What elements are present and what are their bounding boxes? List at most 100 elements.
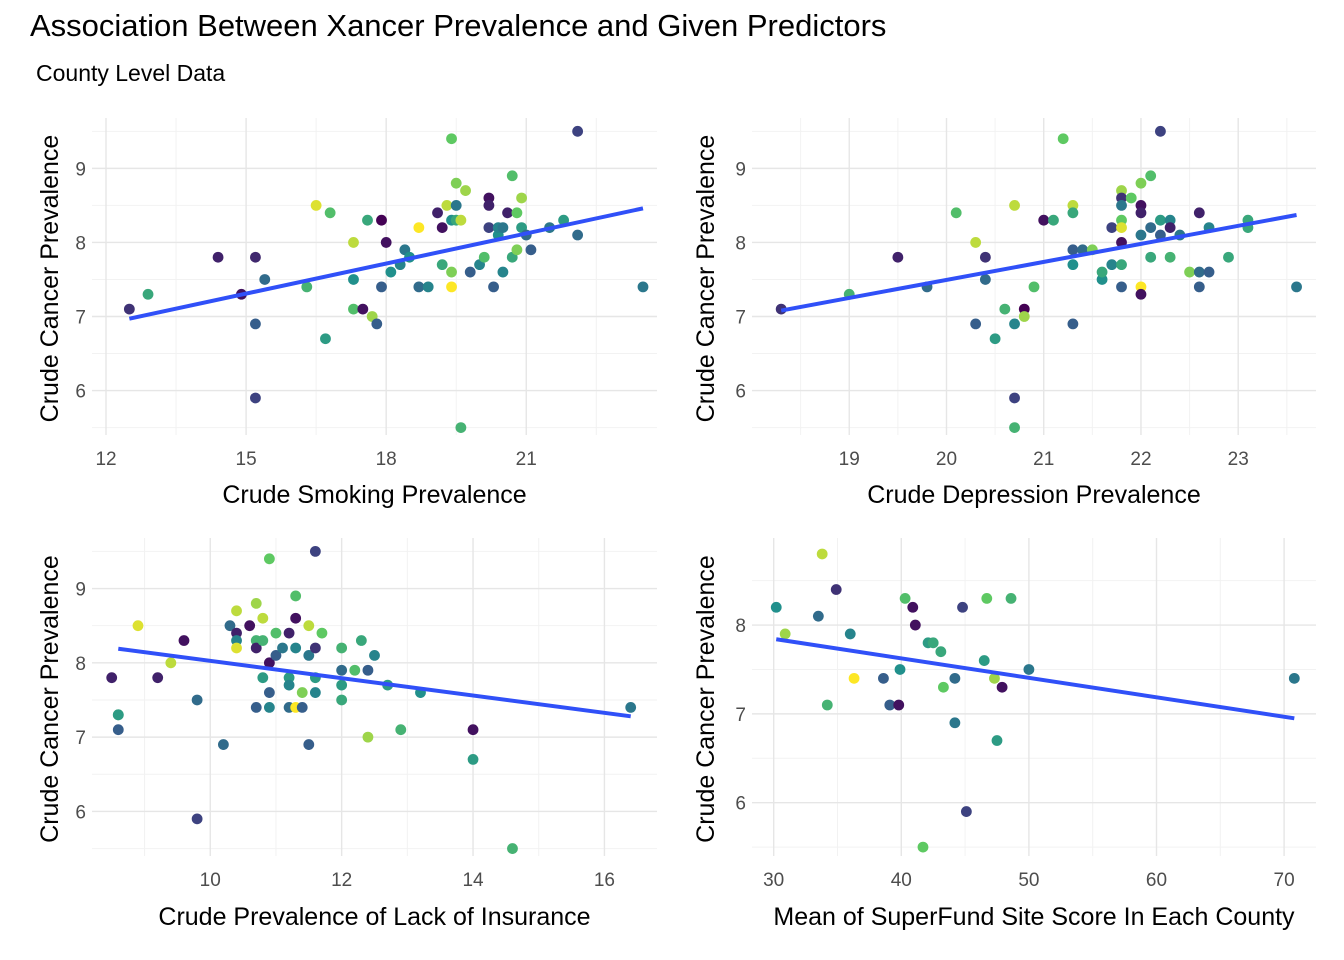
x-tick-label: 14 (462, 870, 484, 891)
data-point (1116, 192, 1127, 204)
data-point (497, 266, 509, 278)
data-point (511, 207, 523, 219)
data-point (516, 192, 527, 204)
regression-line (780, 213, 1297, 313)
data-point (123, 303, 135, 315)
y-axis-label: Crude Cancer Prevalence (692, 135, 720, 423)
data-point (979, 274, 991, 285)
x-tick-label: 22 (1130, 449, 1151, 470)
data-point (1106, 259, 1118, 271)
data-point (1018, 303, 1030, 315)
data-point (422, 281, 434, 293)
data-point (894, 664, 906, 675)
data-point (441, 199, 453, 211)
data-point (1116, 185, 1127, 196)
data-point (821, 699, 833, 711)
x-tick-label: 15 (236, 449, 257, 470)
data-point (231, 605, 242, 617)
data-point (1164, 222, 1176, 234)
data-point (283, 672, 295, 684)
y-tick-label: 7 (735, 705, 746, 726)
data-point (957, 601, 968, 613)
data-point (320, 333, 331, 345)
data-point (165, 657, 177, 669)
data-point (935, 646, 947, 658)
data-point (257, 612, 269, 624)
data-point (467, 754, 479, 765)
data-point (1057, 133, 1069, 145)
y-tick-label: 6 (735, 794, 746, 815)
data-point (1009, 199, 1020, 211)
data-point (497, 222, 509, 234)
data-point (371, 318, 383, 330)
y-axis-label: Crude Cancer Prevalence (36, 555, 64, 843)
data-point (1145, 222, 1157, 234)
data-point (970, 318, 982, 330)
data-point (1135, 199, 1147, 211)
data-point (909, 619, 921, 631)
data-point (257, 672, 269, 684)
data-point (488, 281, 499, 293)
data-point (309, 642, 321, 654)
data-point (432, 207, 443, 219)
x-axis-label: Crude Smoking Prevalence (222, 481, 526, 509)
data-point (277, 642, 288, 654)
x-tick-label: 12 (331, 870, 352, 891)
scatter-panel-2: 19 20 21 22 23 6 7 8 9 Crude Depression Prevalenc… (692, 118, 1316, 509)
x-tick-label: 70 (1274, 870, 1295, 891)
data-point (1164, 251, 1176, 263)
data-point (283, 627, 295, 639)
data-point (217, 739, 229, 750)
data-point (250, 251, 261, 263)
data-point (1223, 251, 1234, 263)
data-point (1067, 259, 1079, 271)
data-point (844, 628, 856, 640)
x-axis-label: Crude Depression Prevalence (867, 481, 1201, 509)
data-point (917, 841, 929, 853)
y-tick-label: 9 (75, 580, 86, 601)
data-point (413, 222, 425, 234)
data-point (1067, 244, 1079, 256)
x-tick-label: 50 (1018, 870, 1039, 891)
data-point (357, 303, 369, 315)
data-point (349, 664, 361, 676)
data-point (303, 649, 315, 661)
data-point (1116, 199, 1127, 211)
data-point (991, 735, 1003, 746)
y-tick-label: 7 (75, 728, 86, 749)
data-point (250, 702, 262, 713)
data-point (1018, 311, 1030, 322)
data-point (231, 642, 242, 654)
data-point (878, 672, 889, 684)
data-point (1135, 177, 1147, 189)
data-point (362, 664, 374, 676)
data-point (112, 709, 124, 721)
data-point (848, 672, 860, 684)
data-point (263, 687, 275, 698)
data-point (949, 717, 961, 729)
data-point (450, 177, 462, 189)
data-point (1116, 259, 1127, 271)
data-point (309, 545, 321, 557)
data-point (376, 281, 387, 293)
x-tick-label: 21 (516, 449, 537, 470)
y-tick-label: 9 (75, 159, 86, 180)
data-point (1135, 207, 1147, 219)
x-axis-label: Crude Prevalence of Lack of Insurance (158, 903, 590, 931)
data-point (336, 694, 348, 706)
data-point (296, 702, 308, 713)
data-point (1067, 199, 1079, 211)
data-point (1155, 214, 1166, 226)
x-tick-label: 23 (1228, 449, 1249, 470)
data-point (436, 222, 448, 234)
data-point (112, 724, 124, 736)
data-point (316, 627, 328, 639)
data-point (884, 699, 896, 711)
x-tick-label: 19 (839, 449, 860, 470)
data-point (436, 259, 448, 271)
data-point (310, 199, 322, 211)
data-point (250, 642, 262, 654)
data-point (960, 806, 972, 817)
data-point (507, 843, 518, 854)
